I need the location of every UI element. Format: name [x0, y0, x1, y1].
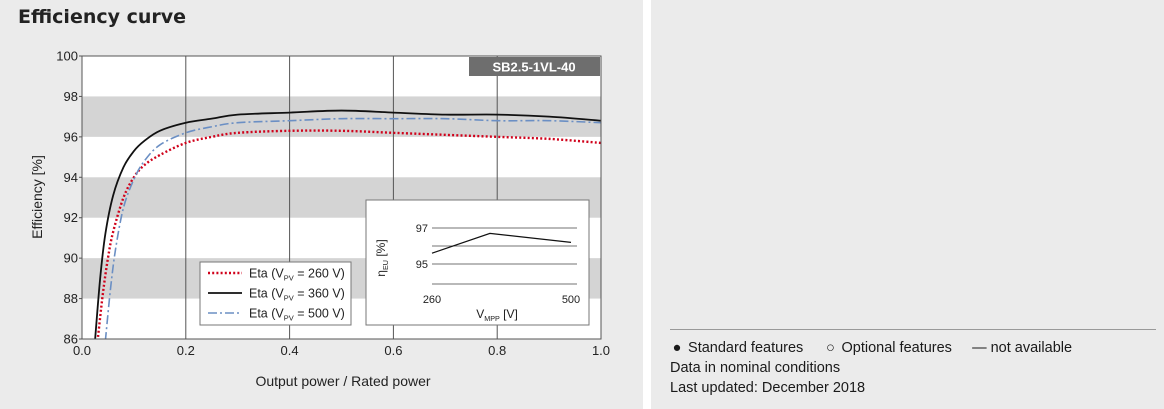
model-badge-bg — [469, 57, 600, 76]
y-tick-label: 98 — [64, 89, 78, 104]
series-curves — [94, 109, 601, 339]
data-note: Data in nominal conditions — [670, 360, 841, 376]
x-tick-label: 0.8 — [488, 343, 506, 358]
standard-features-label: Standard features — [688, 340, 804, 356]
inset-y-tick-label: 97 — [416, 223, 428, 235]
plot-frame — [81, 55, 602, 340]
y-tick-label: 92 — [64, 210, 78, 225]
y-tick-label: 86 — [64, 332, 78, 347]
feature-legend: ● Standard features ○ Optional features … — [670, 338, 1150, 358]
y-tick-label: 94 — [64, 170, 78, 185]
inset-x-tick-label: 500 — [562, 294, 580, 306]
inset-x-axis-label: VMPP [V] — [476, 307, 518, 323]
y-tick-label: 88 — [64, 291, 78, 306]
not-available-label: — not available — [972, 340, 1073, 356]
x-axis-label: Output power / Rated power — [255, 373, 430, 389]
chart-legend: Eta (VPV = 260 V) Eta (VPV = 360 V) Eta (V… — [199, 261, 352, 326]
series-line-2 — [94, 109, 601, 339]
x-tick-label: 0.6 — [384, 343, 402, 358]
y-tick-label: 100 — [56, 49, 78, 64]
series-line-1 — [96, 129, 601, 339]
x-tick-label: 1.0 — [592, 343, 610, 358]
inset-y-tick-label: 95 — [416, 259, 428, 271]
x-tick-label: 0.2 — [177, 343, 195, 358]
series-line-3 — [104, 117, 601, 339]
inset-series-line — [431, 232, 572, 254]
y-axis-label: Efficiency [%] — [29, 155, 45, 239]
inset-chart: 95 97 260 500 VMPP [V] ηEU [%] — [365, 199, 590, 326]
grey-band — [82, 96, 601, 137]
x-tick-label: 0.4 — [281, 343, 299, 358]
footer-rule — [670, 329, 1156, 330]
legend-label: Eta (VPV = 260 V) — [249, 267, 345, 283]
y-tick-label: 90 — [64, 251, 78, 266]
inset-y-axis-label: ηEU [%] — [374, 239, 390, 276]
optional-symbol: ○ — [826, 340, 835, 356]
section-title: Efficiency curve — [18, 6, 187, 28]
info-panel — [651, 0, 1164, 409]
inset-x-tick-label: 260 — [423, 294, 441, 306]
model-badge: SB2.5-1VL-40 — [492, 60, 575, 75]
footer-notes: ● Standard features ○ Optional features … — [670, 338, 1150, 398]
legend-label: Eta (VPV = 500 V) — [249, 307, 345, 323]
background-bands — [82, 56, 601, 339]
x-tick-label: 0.0 — [73, 343, 91, 358]
legend-label: Eta (VPV = 360 V) — [249, 287, 345, 303]
last-updated: Last updated: December 2018 — [670, 380, 866, 396]
y-tick-labels: 86 88 90 92 94 96 98 100 — [56, 49, 82, 347]
optional-features-label: Optional features — [841, 340, 952, 356]
x-tick-labels: 0.0 0.2 0.4 0.6 0.8 1.0 — [73, 343, 610, 358]
efficiency-chart: 86 88 90 92 94 96 98 100 0.0 0.2 0.4 0.6 0.8 1.0 SB2… — [29, 49, 610, 390]
standard-symbol: ● — [672, 340, 682, 356]
y-tick-label: 96 — [64, 129, 78, 144]
